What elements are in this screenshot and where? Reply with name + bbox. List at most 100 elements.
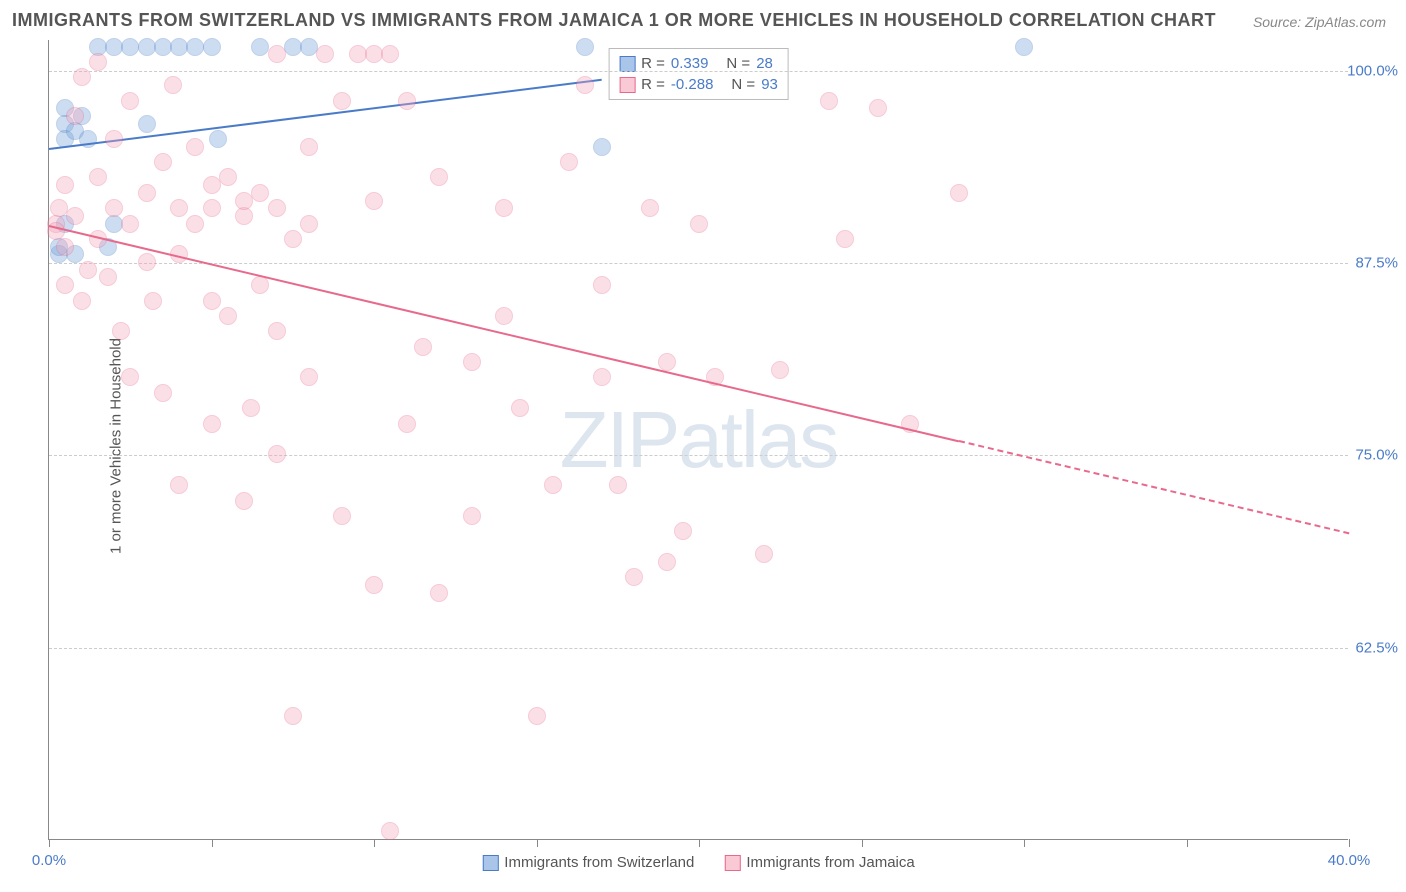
data-point — [560, 153, 578, 171]
watermark: ZIPatlas — [560, 394, 837, 486]
legend-label: Immigrants from Jamaica — [746, 854, 914, 871]
gridline-h — [49, 648, 1348, 649]
data-point — [138, 253, 156, 271]
chart-title: IMMIGRANTS FROM SWITZERLAND VS IMMIGRANT… — [12, 10, 1216, 31]
data-point — [398, 92, 416, 110]
x-tick — [1349, 839, 1350, 847]
data-point — [381, 822, 399, 840]
data-point — [365, 576, 383, 594]
stat-r-label: R = — [641, 55, 665, 72]
y-tick-label: 87.5% — [1355, 255, 1398, 272]
data-point — [528, 707, 546, 725]
legend-swatch — [724, 855, 740, 871]
legend-item: Immigrants from Switzerland — [482, 854, 694, 871]
data-point — [203, 176, 221, 194]
data-point — [164, 76, 182, 94]
legend-swatch — [482, 855, 498, 871]
stat-n-label: N = — [731, 76, 755, 93]
data-point — [89, 168, 107, 186]
data-point — [284, 230, 302, 248]
data-point — [79, 261, 97, 279]
data-point — [625, 568, 643, 586]
x-tick — [1187, 839, 1188, 847]
series-swatch — [619, 56, 635, 72]
data-point — [950, 184, 968, 202]
data-point — [203, 415, 221, 433]
data-point — [869, 99, 887, 117]
data-point — [268, 445, 286, 463]
gridline-h — [49, 263, 1348, 264]
data-point — [463, 353, 481, 371]
data-point — [66, 207, 84, 225]
data-point — [316, 45, 334, 63]
data-point — [300, 138, 318, 156]
data-point — [154, 153, 172, 171]
data-point — [674, 522, 692, 540]
data-point — [300, 368, 318, 386]
data-point — [495, 307, 513, 325]
data-point — [219, 307, 237, 325]
data-point — [284, 707, 302, 725]
data-point — [658, 553, 676, 571]
data-point — [381, 45, 399, 63]
data-point — [170, 199, 188, 217]
gridline-h — [49, 71, 1348, 72]
stat-r-label: R = — [641, 76, 665, 93]
data-point — [430, 168, 448, 186]
data-point — [121, 215, 139, 233]
data-point — [112, 322, 130, 340]
data-point — [593, 138, 611, 156]
source-attribution: Source: ZipAtlas.com — [1253, 14, 1386, 30]
data-point — [89, 53, 107, 71]
x-tick — [212, 839, 213, 847]
data-point — [333, 92, 351, 110]
data-point — [154, 384, 172, 402]
data-point — [820, 92, 838, 110]
data-point — [771, 361, 789, 379]
data-point — [495, 199, 513, 217]
data-point — [121, 92, 139, 110]
chart-legend: Immigrants from Switzerland Immigrants fr… — [482, 854, 914, 871]
data-point — [398, 415, 416, 433]
data-point — [105, 199, 123, 217]
data-point — [99, 268, 117, 286]
data-point — [73, 68, 91, 86]
gridline-h — [49, 455, 1348, 456]
data-point — [235, 207, 253, 225]
data-point — [251, 184, 269, 202]
stat-row: R = -0.288 N = 93 — [619, 74, 778, 95]
data-point — [430, 584, 448, 602]
data-point — [333, 507, 351, 525]
x-tick — [374, 839, 375, 847]
stat-r-value: -0.288 — [671, 76, 714, 93]
data-point — [203, 199, 221, 217]
stat-n-value: 93 — [761, 76, 778, 93]
x-tick-label: 0.0% — [32, 852, 66, 869]
trend-line — [49, 78, 602, 149]
data-point — [219, 168, 237, 186]
trend-line — [959, 440, 1349, 534]
data-point — [414, 338, 432, 356]
data-point — [755, 545, 773, 563]
x-tick — [862, 839, 863, 847]
data-point — [186, 215, 204, 233]
x-tick — [49, 839, 50, 847]
stat-n-value: 28 — [756, 55, 773, 72]
x-tick — [537, 839, 538, 847]
data-point — [121, 368, 139, 386]
data-point — [576, 76, 594, 94]
data-point — [66, 107, 84, 125]
stat-r-value: 0.339 — [671, 55, 709, 72]
scatter-plot: ZIPatlas R = 0.339 N = 28 R = -0.288 N = 93… — [48, 40, 1348, 840]
data-point — [593, 368, 611, 386]
data-point — [593, 276, 611, 294]
data-point — [641, 199, 659, 217]
y-tick-label: 62.5% — [1355, 639, 1398, 656]
data-point — [658, 353, 676, 371]
data-point — [203, 38, 221, 56]
data-point — [268, 45, 286, 63]
data-point — [144, 292, 162, 310]
data-point — [365, 192, 383, 210]
data-point — [544, 476, 562, 494]
y-tick-label: 100.0% — [1347, 62, 1398, 79]
